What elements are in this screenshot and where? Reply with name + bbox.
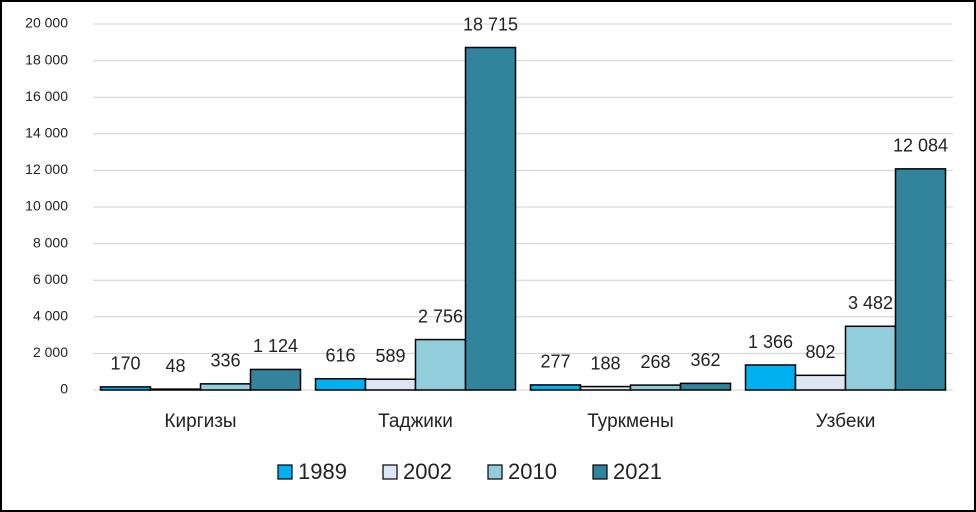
bar xyxy=(414,338,467,391)
bar xyxy=(464,46,517,391)
bar xyxy=(679,382,732,391)
value-label: 1 366 xyxy=(748,332,793,352)
bar xyxy=(579,385,632,391)
bar xyxy=(364,378,417,391)
y-tick-label: 8 000 xyxy=(33,234,68,250)
bar xyxy=(314,377,367,391)
bar xyxy=(894,168,947,391)
y-tick-label: 10 000 xyxy=(25,198,68,214)
legend-swatch xyxy=(487,464,503,480)
legend-swatch xyxy=(277,464,293,480)
y-tick-label: 2 000 xyxy=(33,344,68,360)
y-tick-label: 20 000 xyxy=(25,15,68,31)
x-tick-label: Туркмены xyxy=(587,411,673,432)
value-label: 277 xyxy=(540,352,570,372)
bar xyxy=(99,386,152,391)
y-tick-label: 14 000 xyxy=(25,125,68,141)
y-tick-label: 4 000 xyxy=(33,308,68,324)
y-tick-label: 0 xyxy=(60,381,68,397)
bar xyxy=(744,364,797,391)
bar xyxy=(149,388,202,391)
legend-swatch xyxy=(592,464,608,480)
bar xyxy=(199,383,252,391)
y-tick-label: 6 000 xyxy=(33,271,68,287)
x-tick-label: Узбеки xyxy=(816,411,876,432)
legend-label: 2002 xyxy=(403,459,452,484)
x-tick-label: Таджики xyxy=(378,411,453,432)
value-label: 170 xyxy=(110,354,140,374)
value-label: 616 xyxy=(325,345,355,365)
bar xyxy=(529,384,582,391)
bar xyxy=(794,374,847,391)
value-label: 18 715 xyxy=(463,14,518,34)
legend-label: 2021 xyxy=(613,459,662,484)
value-label: 3 482 xyxy=(848,293,893,313)
legend-swatch xyxy=(382,464,398,480)
bar xyxy=(629,384,682,391)
bar xyxy=(844,325,897,391)
value-label: 48 xyxy=(165,356,185,376)
value-label: 589 xyxy=(375,346,405,366)
value-label: 268 xyxy=(640,352,670,372)
value-label: 336 xyxy=(210,351,240,371)
value-label: 802 xyxy=(805,342,835,362)
value-label: 188 xyxy=(590,353,620,373)
legend-label: 1989 xyxy=(298,459,347,484)
value-label: 1 124 xyxy=(253,336,298,356)
legend-label: 2010 xyxy=(508,459,557,484)
value-label: 2 756 xyxy=(418,306,463,326)
value-label: 362 xyxy=(690,350,720,370)
y-tick-label: 18 000 xyxy=(25,51,68,67)
y-tick-label: 12 000 xyxy=(25,161,68,177)
x-tick-label: Киргизы xyxy=(164,411,236,432)
bar xyxy=(249,368,302,391)
value-label: 12 084 xyxy=(893,136,948,156)
y-tick-label: 16 000 xyxy=(25,88,68,104)
